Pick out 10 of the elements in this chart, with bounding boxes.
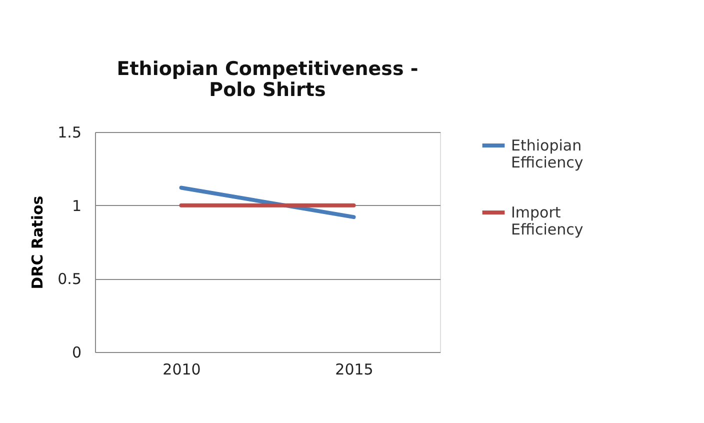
y-tick-label: 1	[72, 196, 82, 215]
y-tick-label: 0.5	[58, 270, 82, 288]
x-tick-label: 2015	[335, 360, 374, 378]
y-axis-title: DRC Ratios	[28, 196, 47, 290]
chart-title: Ethiopian Competitiveness - Polo Shirts	[116, 58, 418, 101]
x-tick-label: 2010	[162, 360, 201, 378]
legend-label: Ethiopian Efficiency	[511, 136, 584, 172]
y-tick-label: 1.5	[58, 124, 82, 142]
legend-label: Import Efficiency	[511, 204, 584, 238]
y-tick-label: 0	[72, 344, 82, 362]
